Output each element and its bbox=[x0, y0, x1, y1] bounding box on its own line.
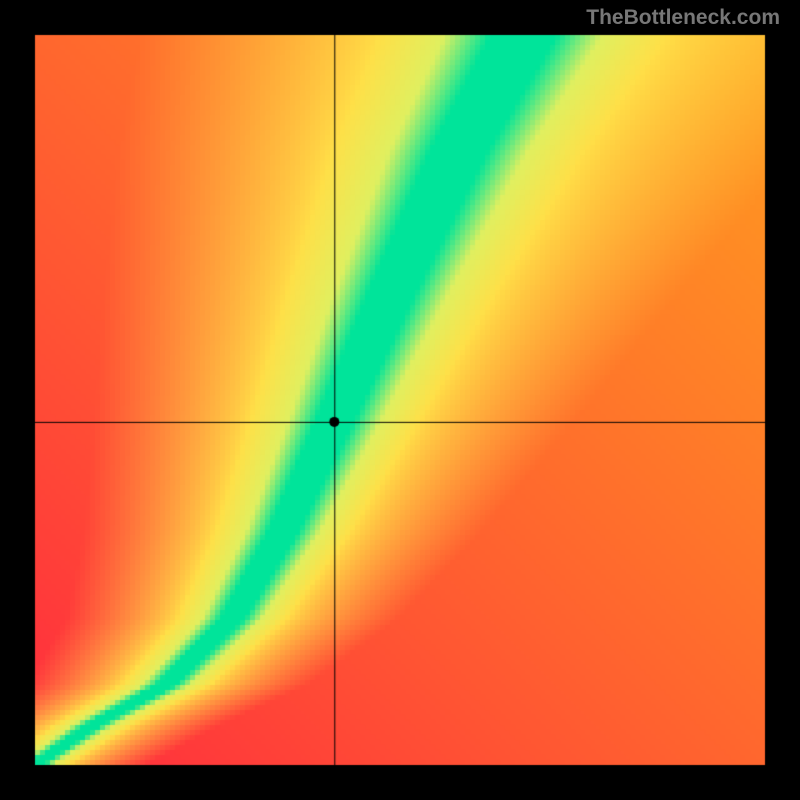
chart-container: TheBottleneck.com bbox=[0, 0, 800, 800]
watermark-text: TheBottleneck.com bbox=[586, 6, 780, 30]
bottleneck-heatmap bbox=[0, 0, 800, 800]
